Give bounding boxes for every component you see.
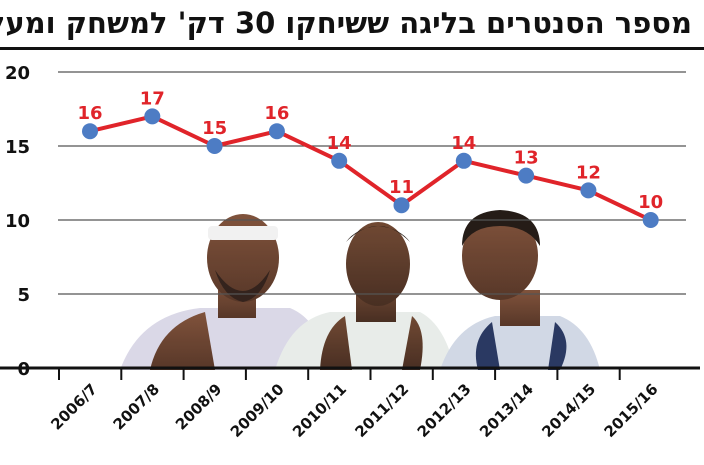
title-bar: מספר הסנטרים בליגה ששיחקו 30 דק' למשחק ו… [0, 0, 704, 50]
series-line-path [89, 114, 652, 222]
x-tick-label: 2013/14 [476, 380, 537, 441]
x-tick-label: 2007/8 [110, 380, 164, 434]
data-point [518, 167, 535, 184]
x-tick-label: 2006/7 [47, 380, 101, 434]
player-2-image [275, 222, 455, 370]
y-tick-label: 5 [17, 285, 30, 306]
gridlines [58, 71, 686, 295]
data-point [206, 138, 223, 154]
x-tick-label: 2008/9 [172, 380, 226, 434]
x-tick-label: 2012/13 [414, 380, 475, 441]
data-label: 17 [140, 88, 165, 109]
data-point [580, 182, 597, 199]
player-3-image [440, 210, 600, 370]
player-1-image [120, 214, 330, 370]
data-label: 14 [327, 133, 352, 154]
x-tick-label: 2009/10 [227, 380, 288, 441]
chart-title: מספר הסנטרים בליגה ששיחקו 30 דק' למשחק ו… [0, 6, 692, 40]
data-label: 10 [638, 192, 663, 213]
data-point [82, 123, 98, 140]
data-point [268, 123, 285, 140]
x-tick-label: 2011/12 [351, 380, 412, 441]
y-axis: 05101520 [5, 63, 30, 380]
data-label: 13 [514, 148, 539, 169]
x-axis: 2006/7 2007/8 2008/9 2009/10 2010/11 2011/12 2… [0, 366, 700, 441]
data-label: 16 [264, 103, 289, 124]
data-label: 15 [202, 118, 227, 139]
data-point [393, 197, 410, 214]
data-label: 11 [389, 177, 414, 198]
data-label: 12 [576, 162, 601, 183]
data-point [642, 212, 659, 228]
data-label: 14 [451, 133, 476, 154]
x-tick-label: 2014/15 [538, 380, 599, 441]
x-tick-label: 2010/11 [289, 380, 350, 441]
y-tick-label: 20 [5, 63, 30, 84]
data-point [144, 108, 161, 125]
line-chart: 05101520 2006/72007/82008/92009/102010/1… [0, 63, 700, 441]
players-photo [120, 210, 600, 370]
series-line: 16 17 15 16 14 11 14 13 12 10 [77, 88, 663, 228]
data-point [331, 152, 348, 169]
data-point [455, 152, 472, 169]
y-tick-label: 15 [5, 137, 30, 158]
x-tick-label: 2015/16 [601, 380, 662, 441]
y-tick-label: 10 [5, 211, 30, 232]
data-label: 16 [77, 103, 102, 124]
